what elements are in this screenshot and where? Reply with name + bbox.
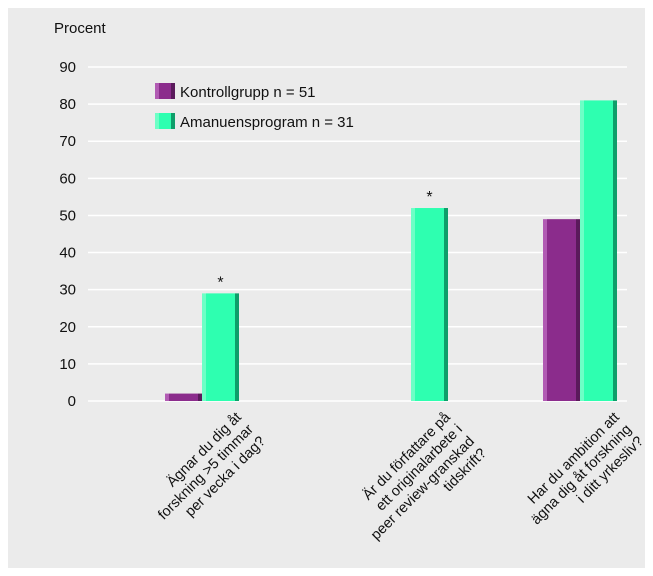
y-tick-label: 70 — [59, 133, 76, 150]
chart-panel — [8, 8, 645, 568]
x-category-label: Har du ambition attägna dig åt forskning… — [516, 410, 647, 541]
y-tick-label: 80 — [59, 96, 76, 113]
bar-amanuensprogram-2 — [580, 100, 617, 402]
y-tick-label: 50 — [59, 207, 76, 224]
legend-swatch-left — [155, 83, 159, 99]
y-tick-label: 30 — [59, 282, 76, 299]
bar-kontrollgrupp-0 — [165, 393, 202, 401]
legend-label: Kontrollgrupp n = 51 — [180, 84, 316, 101]
legend-swatch — [159, 113, 171, 129]
y-tick-label: 20 — [59, 319, 76, 336]
y-tick-label: 10 — [59, 356, 76, 373]
bar-amanuensprogram-0 — [202, 293, 239, 401]
y-axis-label: Procent — [54, 20, 106, 37]
bar-kontrollgrupp-2 — [543, 219, 580, 401]
legend-swatch — [159, 83, 171, 99]
y-tick-label: 40 — [59, 245, 76, 262]
significance-asterisk: * — [217, 274, 223, 291]
legend-label: Amanuensprogram n = 31 — [180, 114, 354, 131]
legend-swatch-right — [171, 113, 175, 129]
x-category-label: Är du författare påett originalarbete ip… — [343, 408, 490, 555]
x-category-label: Ägnar du dig åtforskning >5 timmarper ve… — [142, 409, 268, 535]
y-tick-label: 60 — [59, 170, 76, 187]
legend-swatch-right — [171, 83, 175, 99]
significance-asterisk: * — [426, 189, 432, 206]
y-tick-label: 90 — [59, 59, 76, 76]
y-tick-label: 0 — [68, 393, 76, 410]
legend-swatch-left — [155, 113, 159, 129]
bar-amanuensprogram-1 — [411, 208, 448, 401]
